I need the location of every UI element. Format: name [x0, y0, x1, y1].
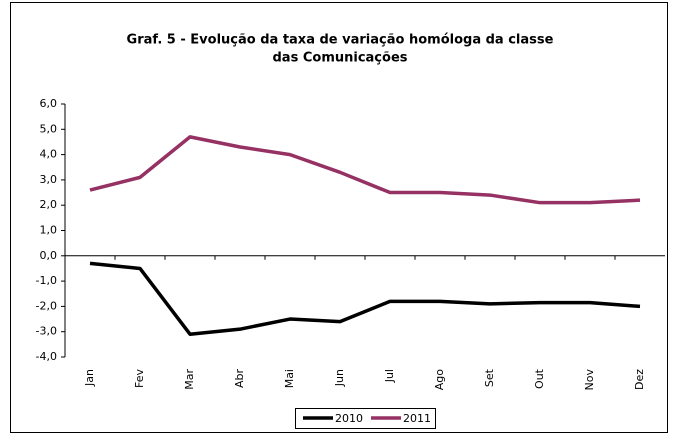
y-tick-label: 6,0: [40, 97, 58, 110]
y-tick-label: -4,0: [36, 350, 57, 363]
y-tick-label: -2,0: [36, 299, 57, 312]
x-tick-label: Abr: [233, 369, 246, 389]
x-tick-label: Ago: [433, 369, 446, 391]
y-tick-label: -3,0: [36, 325, 57, 338]
x-tick-label: Jan: [83, 369, 96, 387]
y-tick-label: 0,0: [40, 249, 58, 262]
x-tick-label: Mai: [283, 369, 296, 388]
x-tick-label: Out: [533, 368, 546, 389]
y-tick-label: 1,0: [40, 224, 58, 237]
chart-title: das Comunicações: [273, 51, 408, 66]
legend-label: 2011: [403, 412, 431, 425]
y-tick-label: 3,0: [40, 173, 58, 186]
x-tick-label: Set: [483, 368, 496, 387]
chart-frame: [10, 2, 668, 433]
y-tick-label: 4,0: [40, 148, 58, 161]
x-tick-label: Jul: [383, 369, 396, 383]
x-tick-label: Nov: [583, 369, 596, 391]
series-line: [89, 261, 641, 336]
x-tick-label: Dez: [633, 369, 646, 390]
series-line: [89, 135, 641, 205]
y-tick-label: 2,0: [40, 198, 58, 211]
legend-label: 2010: [335, 412, 363, 425]
legend-box: [295, 408, 436, 429]
x-tick-label: Jun: [333, 369, 346, 387]
y-tick-label: -1,0: [36, 274, 57, 287]
x-tick-label: Mar: [183, 369, 196, 390]
x-tick-label: Fev: [133, 369, 146, 388]
chart-title: Graf. 5 - Evolução da taxa de variação h…: [127, 33, 554, 48]
y-tick-label: 5,0: [40, 122, 58, 135]
